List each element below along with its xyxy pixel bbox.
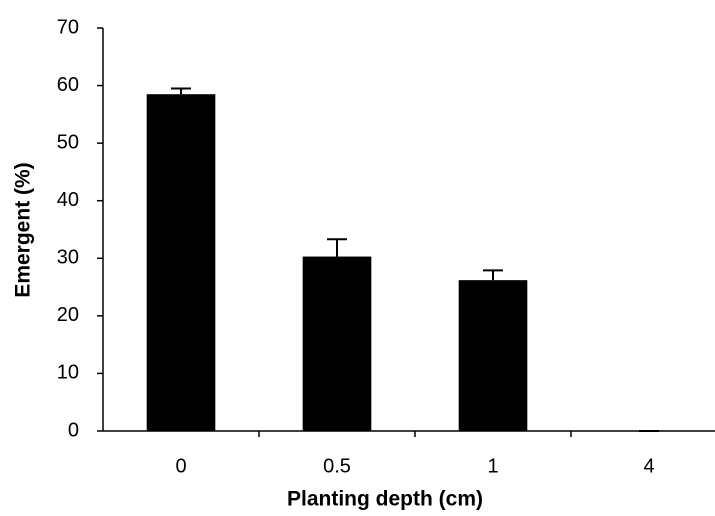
x-tick-label: 0.5 <box>323 455 351 477</box>
y-tick-label: 40 <box>57 189 79 211</box>
bar <box>146 94 216 431</box>
y-tick-label: 20 <box>57 304 79 326</box>
y-tick-label: 70 <box>57 16 79 38</box>
y-axis-title: Emergent (%) <box>12 162 35 297</box>
x-tick-label: 0 <box>175 455 186 477</box>
x-axis-title: Planting depth (cm) <box>287 488 483 511</box>
y-tick-label: 30 <box>57 247 79 269</box>
y-tick-label: 50 <box>57 131 79 153</box>
y-tick-label: 0 <box>68 419 79 441</box>
y-tick-label: 10 <box>57 362 79 384</box>
bar <box>458 280 528 431</box>
x-tick-label: 1 <box>487 455 498 477</box>
y-tick-label: 60 <box>57 74 79 96</box>
bar <box>302 256 372 431</box>
x-tick-label: 4 <box>643 455 654 477</box>
